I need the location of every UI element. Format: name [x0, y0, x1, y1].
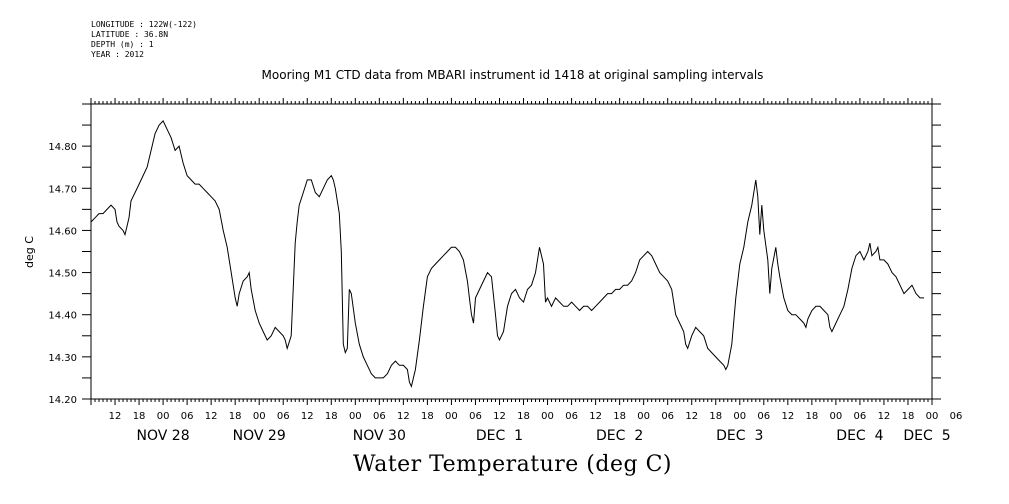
x-tick-label: 06 [854, 411, 867, 422]
latitude-label: LATITUDE : 36.8N [91, 30, 169, 39]
depth-label: DEPTH (m) : 1 [91, 40, 154, 49]
x-day-label: DEC 2 [596, 428, 643, 444]
x-tick-label: 12 [109, 411, 122, 422]
x-day-label: NOV 28 [137, 428, 190, 444]
x-tick-label: 00 [445, 411, 458, 422]
x-tick-label: 12 [205, 411, 218, 422]
x-day-label: NOV 30 [353, 428, 406, 444]
x-day-label: NOV 29 [233, 428, 286, 444]
y-tick-label: 14.50 [48, 269, 77, 280]
y-tick-label: 14.20 [48, 395, 77, 406]
x-tick-label: 18 [133, 411, 146, 422]
x-day-label: DEC 4 [836, 428, 883, 444]
x-tick-label: 06 [181, 411, 194, 422]
x-day-labels: NOV 28 NOV 29 NOV 30 DEC 1 DEC 2 DEC 3 DEC 4 DE… [137, 428, 951, 444]
x-tick-label: 00 [157, 411, 170, 422]
x-tick-label: 06 [661, 411, 674, 422]
x-tick-label: 12 [685, 411, 698, 422]
x-tick-label: 00 [349, 411, 362, 422]
metadata-block: LONGITUDE : 122W(-122) LATITUDE : 36.8N … [91, 20, 197, 60]
x-tick-label: 06 [469, 411, 482, 422]
x-tick-label: 00 [637, 411, 650, 422]
chart-title: Mooring M1 CTD data from MBARI instrumen… [261, 68, 764, 82]
x-tick-label: 18 [902, 411, 915, 422]
y-axis-label: deg C [23, 236, 36, 268]
y-tick-labels: 14.20 14.30 14.40 14.50 14.60 14.70 14.80 [48, 142, 77, 406]
x-tick-label: 12 [493, 411, 506, 422]
x-tick-label: 06 [950, 411, 963, 422]
y-tick-label: 14.60 [48, 226, 77, 237]
x-tick-label: 00 [253, 411, 266, 422]
x-day-label: DEC 1 [476, 428, 523, 444]
x-tick-label: 18 [229, 411, 242, 422]
y-tick-label: 14.30 [48, 353, 77, 364]
x-tick-label: 06 [757, 411, 770, 422]
x-tick-label: 00 [541, 411, 554, 422]
x-tick-label: 18 [517, 411, 530, 422]
x-day-label: DEC 5 [903, 428, 950, 444]
chart-title-wrap: Mooring M1 CTD data from MBARI instrumen… [0, 68, 1009, 82]
x-tick-label: 00 [926, 411, 939, 422]
x-tick-label: 18 [805, 411, 818, 422]
x-tick-label: 12 [781, 411, 794, 422]
x-tick-label: 18 [709, 411, 722, 422]
x-axis-label-wrap: Water Temperature (deg C) [0, 452, 1009, 477]
x-tick-label: 18 [421, 411, 434, 422]
x-tick-label: 12 [301, 411, 314, 422]
x-tick-labels: 12 18 00 06 12 18 00 06 12 18 00 06 12 18 00 06 12 18 00 06… [109, 411, 963, 422]
x-tick-label: 06 [565, 411, 578, 422]
x-tick-label: 18 [613, 411, 626, 422]
x-tick-label: 06 [373, 411, 386, 422]
longitude-label: LONGITUDE : 122W(-122) [91, 20, 197, 29]
x-tick-label: 06 [277, 411, 290, 422]
x-tick-label: 00 [733, 411, 746, 422]
y-tick-label: 14.80 [48, 142, 77, 153]
y-tick-label: 14.70 [48, 184, 77, 195]
y-tick-label: 14.40 [48, 311, 77, 322]
x-tick-label: 00 [830, 411, 843, 422]
year-label: YEAR : 2012 [91, 50, 144, 59]
x-tick-label: 12 [397, 411, 410, 422]
plot-frame [90, 103, 933, 400]
x-axis-label: Water Temperature (deg C) [353, 452, 672, 477]
x-day-label: DEC 3 [716, 428, 763, 444]
x-tick-label: 18 [325, 411, 338, 422]
x-tick-label: 12 [589, 411, 602, 422]
x-tick-label: 12 [878, 411, 891, 422]
tick-marks [82, 98, 941, 405]
series-line [90, 120, 924, 388]
